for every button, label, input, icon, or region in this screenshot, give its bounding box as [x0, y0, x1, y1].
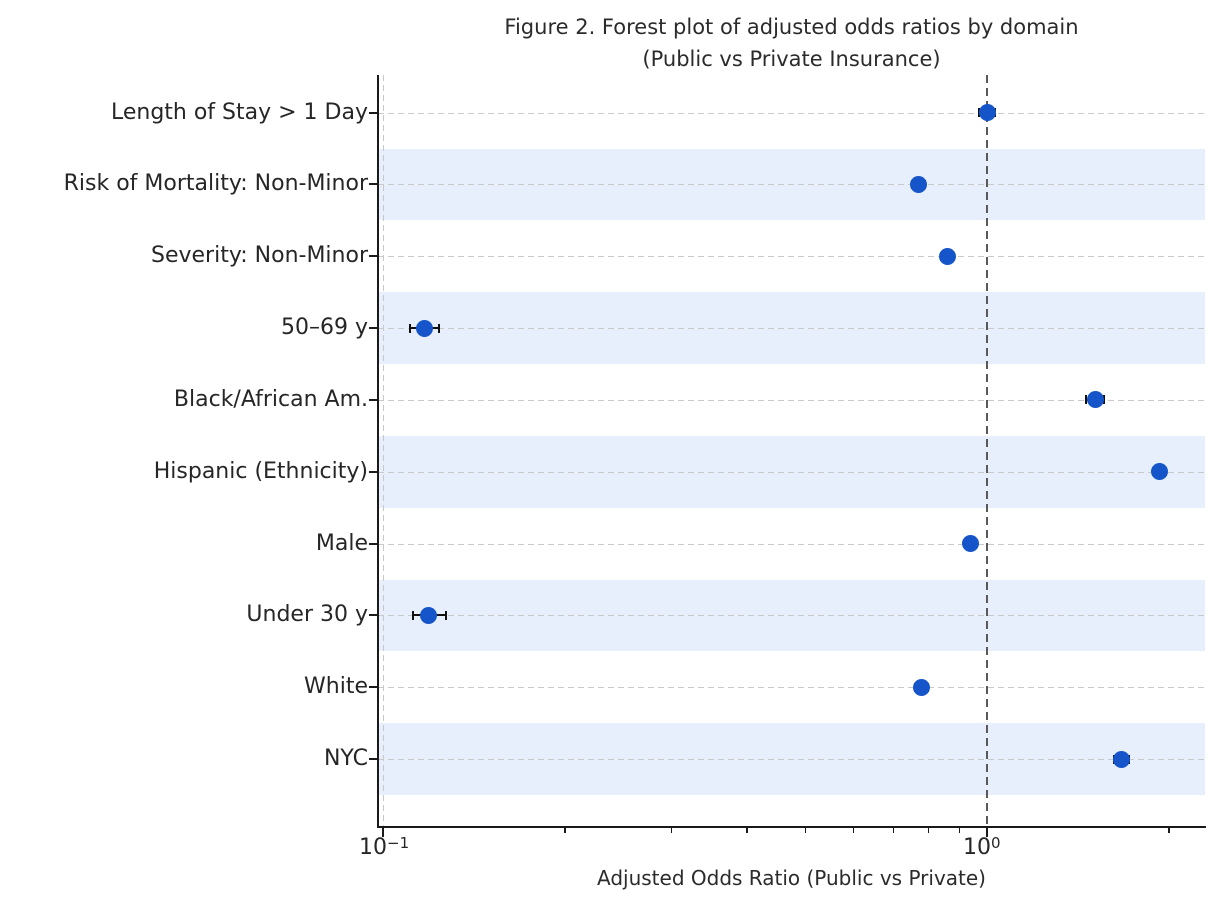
error-bar-cap-high — [444, 610, 447, 620]
horizontal-gridline — [378, 256, 1205, 258]
forest-row-label: White — [304, 674, 368, 700]
forest-row-label: Male — [315, 530, 368, 556]
x-tick-label: 100 — [963, 834, 1001, 860]
horizontal-gridline — [378, 687, 1205, 689]
row-shading-band — [378, 579, 1205, 652]
x-tick-mark-major — [986, 828, 988, 837]
y-tick-mark — [369, 542, 377, 545]
x-tick-mark-minor — [804, 828, 807, 833]
row-shading-band — [378, 148, 1205, 221]
y-axis-spine — [377, 75, 379, 828]
error-bar-cap-low — [411, 610, 414, 620]
chart-title: Figure 2. Forest plot of adjusted odds r… — [504, 15, 1079, 71]
x-tick-mark-minor — [927, 828, 930, 833]
y-tick-mark — [369, 614, 377, 617]
y-tick-mark — [369, 398, 377, 401]
data-point-marker — [1086, 391, 1104, 409]
x-tick-mark-minor — [564, 828, 566, 833]
x-axis-label: Adjusted Odds Ratio (Public vs Private) — [597, 866, 986, 890]
horizontal-gridline — [378, 543, 1205, 545]
horizontal-gridline — [378, 112, 1205, 114]
data-point-marker — [913, 678, 931, 696]
reference-line — [986, 75, 988, 827]
error-bar-cap-low — [409, 323, 412, 333]
error-bar-cap-high — [1102, 395, 1105, 405]
data-point-marker — [962, 535, 980, 553]
data-point-marker — [938, 247, 956, 265]
vertical-gridline — [383, 75, 384, 827]
y-tick-mark — [369, 327, 377, 330]
horizontal-gridline — [378, 471, 1205, 473]
forest-row-label: Length of Stay > 1 Day — [110, 99, 368, 125]
x-tick-mark-minor — [1168, 828, 1170, 833]
y-tick-mark — [369, 255, 377, 258]
y-tick-mark — [369, 111, 377, 114]
data-point-marker — [909, 175, 927, 193]
data-point-marker — [978, 104, 996, 122]
x-axis-spine — [377, 826, 1206, 828]
horizontal-gridline — [378, 328, 1205, 330]
forest-row-label: NYC — [323, 746, 368, 772]
row-shading-band — [378, 435, 1205, 508]
error-bar-cap-low — [1085, 395, 1088, 405]
x-tick-label: 10−1 — [359, 834, 410, 860]
y-tick-mark — [369, 758, 377, 761]
error-bar-cap-high — [438, 323, 441, 333]
data-point-marker — [415, 319, 433, 337]
horizontal-gridline — [378, 615, 1205, 617]
x-tick-mark-minor — [852, 828, 854, 833]
horizontal-gridline — [378, 759, 1205, 761]
data-point-marker — [1113, 750, 1131, 768]
horizontal-gridline — [378, 184, 1205, 186]
forest-row-label: 50–69 y — [280, 315, 368, 341]
y-tick-mark — [369, 686, 377, 689]
forest-row-label: Under 30 y — [246, 602, 368, 628]
x-tick-mark-minor — [670, 828, 673, 833]
row-shading-band — [378, 723, 1205, 795]
x-tick-mark-minor — [892, 828, 895, 833]
x-tick-mark-minor — [958, 828, 961, 833]
data-point-marker — [420, 606, 438, 624]
forest-row-label: Black/African Am. — [173, 386, 368, 412]
y-tick-mark — [369, 183, 377, 186]
horizontal-gridline — [378, 399, 1205, 401]
y-tick-mark — [369, 470, 377, 473]
x-tick-mark-minor — [746, 828, 748, 833]
forest-row-label: Risk of Mortality: Non-Minor — [63, 171, 368, 197]
data-point-marker — [1150, 463, 1168, 481]
x-tick-mark-major — [382, 828, 384, 837]
forest-row-label: Severity: Non-Minor — [150, 243, 368, 269]
forest-row-label: Hispanic (Ethnicity) — [153, 458, 368, 484]
